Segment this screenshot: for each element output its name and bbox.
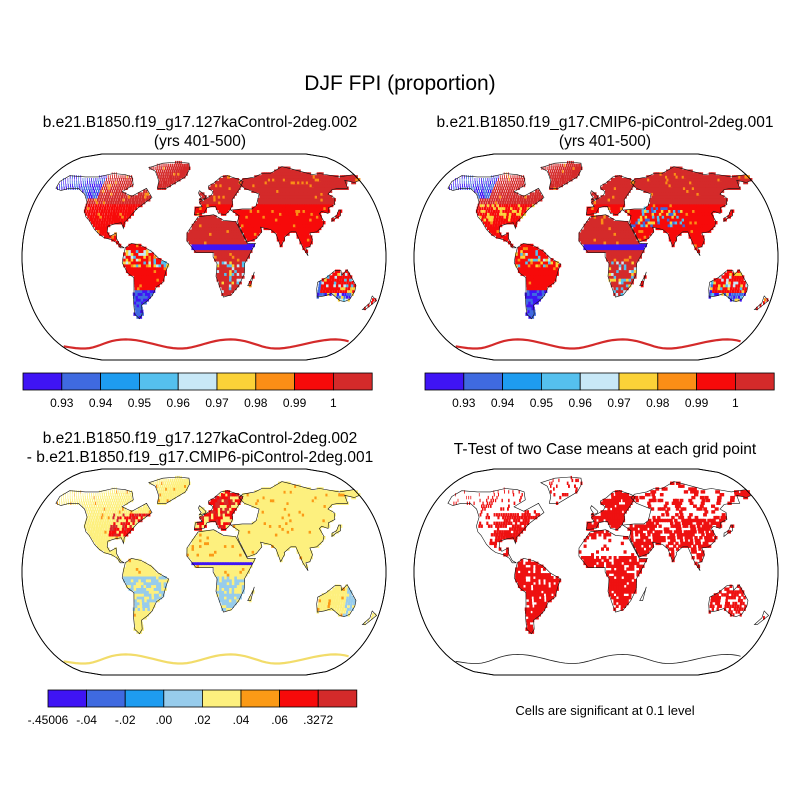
colorbar-tick-label: .00 <box>155 713 172 727</box>
colorbar-box <box>502 372 542 391</box>
colorbar-box <box>317 689 358 708</box>
panel-1-title-line2: (yrs 401-500) <box>153 133 247 150</box>
colorbar-abs-2: 0.93 0.94 0.95 0.96 0.97 0.98 0.99 1 <box>424 372 775 410</box>
colorbar-tick-label: 0.95 <box>530 396 554 410</box>
colorbar-tick-label: 0.99 <box>283 396 307 410</box>
colorbar-box <box>61 372 101 391</box>
panel-3-title-line1: b.e21.B1850.f19_g17.127kaControl-2deg.00… <box>42 430 358 447</box>
colorbar-tick-label: 0.94 <box>89 396 113 410</box>
colorbar-box <box>163 689 203 708</box>
coastlines <box>55 161 378 320</box>
coastlines <box>55 476 378 635</box>
panel-2-title-line2: (yrs 401-500) <box>558 133 652 150</box>
colorbar-box <box>541 372 581 391</box>
colorbar-box <box>734 372 775 391</box>
colorbar-box <box>124 689 165 708</box>
figure-title: DJF FPI (proportion) <box>304 72 496 95</box>
colorbar-tick-label: 0.98 <box>646 396 670 410</box>
colorbar-tick-label: .02 <box>194 713 211 727</box>
colorbar-tick-label: 1 <box>732 396 739 410</box>
colorbar-box <box>424 372 465 391</box>
panel-1-title: b.e21.B1850.f19_g17.127kaControl-2deg.00… <box>0 113 400 151</box>
colorbar-tick-label: 0.94 <box>491 396 515 410</box>
colorbar-tick-label: 0.95 <box>128 396 152 410</box>
colorbar-tick-label: 0.96 <box>569 396 593 410</box>
colorbar-diff: -.45006 -.04 -.02 .00 .02 .04 .06 .3272 <box>28 689 358 727</box>
colorbar-box <box>22 372 63 391</box>
colorbar-box <box>463 372 503 391</box>
colorbar-tick-label: 0.97 <box>205 396 229 410</box>
colorbar-box <box>579 372 620 391</box>
coastlines <box>447 161 770 320</box>
colorbar-tick-label: 0.98 <box>244 396 268 410</box>
panel-3-title-line2: - b.e21.B1850.f19_g17.CMIP6-piControl-2d… <box>26 449 374 466</box>
panel-2-title: b.e21.B1850.f19_g17.CMIP6-piControl-2deg… <box>400 113 800 151</box>
colorbar-tick-label: .04 <box>233 713 250 727</box>
colorbar-box <box>177 372 218 391</box>
colorbar-box <box>139 372 179 391</box>
colorbar-box <box>100 372 140 391</box>
colorbar-box <box>216 372 257 391</box>
colorbar-box <box>255 372 296 391</box>
colorbar-tick-label: 1 <box>330 396 337 410</box>
map-panel-piControl <box>413 153 779 361</box>
map-border <box>413 468 779 676</box>
colorbar-tick-label: -.04 <box>76 713 97 727</box>
antarctica-coast <box>63 653 349 665</box>
colorbar-box <box>657 372 698 391</box>
colorbar-tick-label: 0.96 <box>167 396 191 410</box>
colorbar-tick-label: -.02 <box>115 713 136 727</box>
colorbar-tick-label: 0.99 <box>685 396 709 410</box>
colorbar-box <box>696 372 736 391</box>
grid-cells <box>57 160 377 319</box>
colorbar-tick-label: .3272 <box>303 713 333 727</box>
colorbar-box <box>201 689 242 708</box>
antarctica-coast <box>63 338 349 350</box>
colorbar-tick-label: 0.97 <box>607 396 631 410</box>
colorbar-box <box>332 372 373 391</box>
significance-note: Cells are significant at 0.1 level <box>515 703 695 718</box>
panel-2-title-line1: b.e21.B1850.f19_g17.CMIP6-piControl-2deg… <box>436 114 774 131</box>
colorbar-box <box>86 689 126 708</box>
panel-3-title: b.e21.B1850.f19_g17.127kaControl-2deg.00… <box>0 429 400 467</box>
colorbar-tick-label: .06 <box>271 713 288 727</box>
colorbar-box <box>47 689 87 708</box>
colorbar-abs-1: 0.93 0.94 0.95 0.96 0.97 0.98 0.99 1 <box>22 372 373 410</box>
colorbar-tick-label: 0.93 <box>452 396 476 410</box>
panel-1-title-line1: b.e21.B1850.f19_g17.127kaControl-2deg.00… <box>42 114 358 131</box>
colorbar-box <box>618 372 659 391</box>
colorbar-box <box>240 689 280 708</box>
panel-4-title: T-Test of two Case means at each grid po… <box>453 441 757 458</box>
antarctica-coast <box>455 653 741 664</box>
colorbar-box <box>279 689 319 708</box>
coastlines <box>447 476 770 635</box>
map-panel-127ka <box>21 153 387 361</box>
map-panel-difference <box>21 468 387 676</box>
antarctica-coast <box>455 338 741 350</box>
colorbar-tick-label: 0.93 <box>50 396 74 410</box>
map-panel-ttest <box>413 468 779 676</box>
colorbar-tick-label: -.45006 <box>28 713 69 727</box>
colorbar-box <box>294 372 334 391</box>
